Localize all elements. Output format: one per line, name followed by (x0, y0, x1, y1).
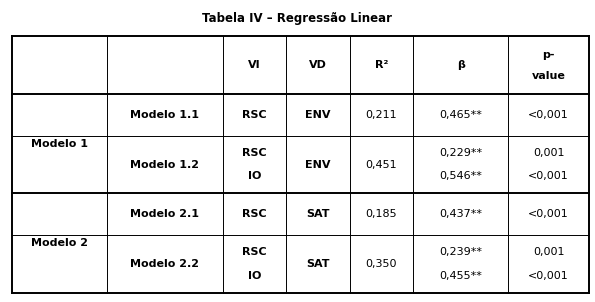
Text: RSC: RSC (242, 110, 267, 120)
Text: <0,001: <0,001 (528, 110, 569, 120)
Text: 0,546**: 0,546** (439, 171, 482, 181)
Text: VD: VD (309, 60, 327, 70)
Text: Modelo 1: Modelo 1 (31, 139, 88, 149)
Text: <0,001: <0,001 (528, 209, 569, 219)
Text: VI: VI (249, 60, 261, 70)
Text: RSC: RSC (242, 148, 267, 158)
Text: 0,437**: 0,437** (439, 209, 482, 219)
Text: β: β (456, 60, 465, 70)
Text: 0,350: 0,350 (366, 259, 397, 269)
Text: p-: p- (542, 50, 555, 60)
Text: <0,001: <0,001 (528, 271, 569, 281)
Text: Modelo 2.1: Modelo 2.1 (130, 209, 199, 219)
Text: Modelo 2.2: Modelo 2.2 (130, 259, 199, 269)
Text: R²: R² (375, 60, 388, 70)
Text: SAT: SAT (306, 259, 330, 269)
Text: ENV: ENV (305, 159, 331, 170)
Text: SAT: SAT (306, 209, 330, 219)
Text: 0,001: 0,001 (533, 148, 564, 158)
Text: value: value (532, 71, 565, 81)
Text: RSC: RSC (242, 247, 267, 258)
Text: 0,001: 0,001 (533, 247, 564, 258)
Text: 0,185: 0,185 (365, 209, 397, 219)
Text: 0,211: 0,211 (365, 110, 397, 120)
Text: RSC: RSC (242, 209, 267, 219)
Text: 0,465**: 0,465** (439, 110, 482, 120)
Text: <0,001: <0,001 (528, 171, 569, 181)
Text: 0,455**: 0,455** (439, 271, 482, 281)
Text: IO: IO (248, 271, 261, 281)
Text: Tabela IV – Regressão Linear: Tabela IV – Regressão Linear (202, 12, 393, 25)
Text: 0,229**: 0,229** (439, 148, 482, 158)
Text: Modelo 2: Modelo 2 (31, 238, 88, 248)
Text: Modelo 1.2: Modelo 1.2 (130, 159, 199, 170)
Text: 0,451: 0,451 (365, 159, 397, 170)
Text: ENV: ENV (305, 110, 331, 120)
Text: 0,239**: 0,239** (439, 247, 482, 258)
Text: Modelo 1.1: Modelo 1.1 (130, 110, 199, 120)
Text: IO: IO (248, 171, 261, 181)
